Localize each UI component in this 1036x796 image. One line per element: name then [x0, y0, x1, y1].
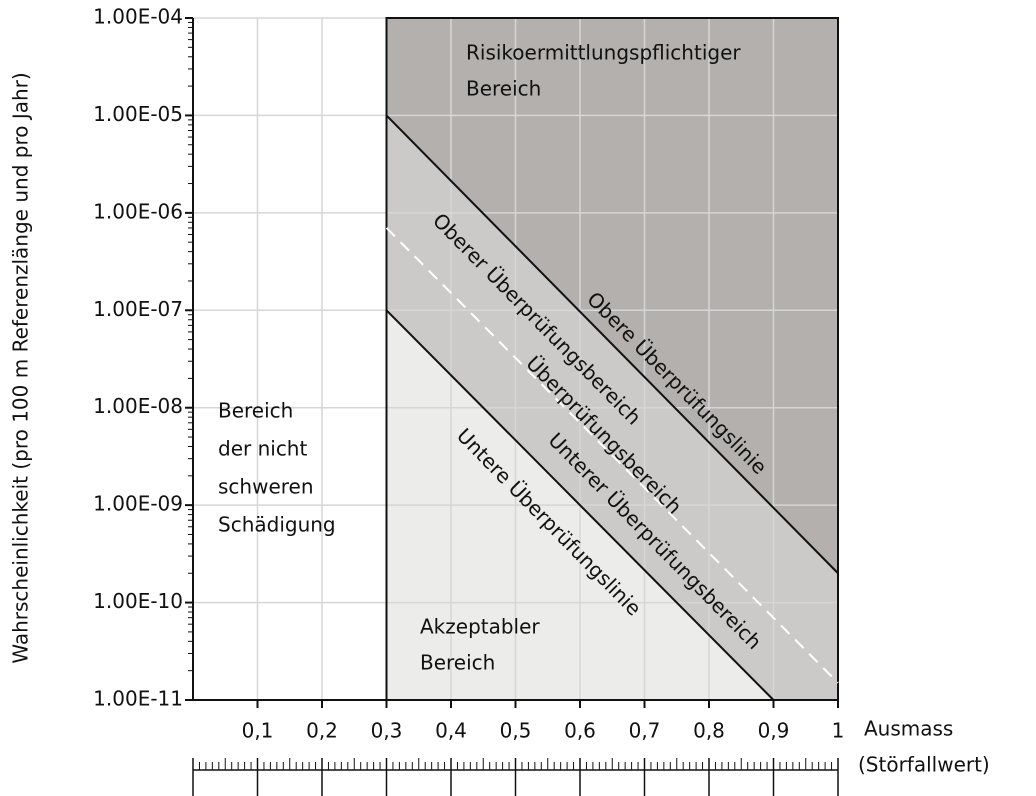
region-label: Risikoermittlungspflichtiger [466, 41, 741, 65]
x-tick-label: 0,7 [629, 719, 661, 743]
y-tick-label: 1.00E-05 [93, 102, 183, 126]
y-tick-label: 1.00E-07 [93, 297, 183, 321]
y-tick-label: 1.00E-10 [93, 589, 183, 613]
region-label: Akzeptabler [420, 615, 540, 639]
threshold-line [385, 309, 775, 701]
y-tick-label: 1.00E-09 [93, 492, 183, 516]
x-tick-label: 0,1 [242, 719, 274, 743]
x-tick-label: 0,4 [435, 719, 467, 743]
x-tick-label: 0,6 [564, 719, 596, 743]
x-tick-label: 1 [832, 719, 845, 743]
y-tick-label: 1.00E-04 [93, 5, 183, 29]
region-label: der nicht [218, 437, 307, 461]
x-tick-label: 0,3 [371, 719, 403, 743]
y-tick-label: 1.00E-06 [93, 199, 183, 223]
x-axis-label: (Störfallwert) [858, 753, 990, 777]
region-label: Schädigung [218, 513, 336, 537]
x-tick-label: 0,8 [693, 719, 725, 743]
x-axis-label: Ausmass [864, 717, 953, 741]
x-tick-label: 0,5 [500, 719, 532, 743]
y-tick-label: 1.00E-11 [93, 687, 183, 711]
threshold-line [385, 114, 839, 574]
region-upper [386, 18, 838, 574]
region-label: Bereich [466, 77, 541, 101]
region-label: Bereich [218, 399, 293, 423]
region-label: schweren [218, 475, 314, 499]
y-axis-label: Wahrscheinlichkeit (pro 100 m Referenzlä… [9, 72, 33, 663]
threshold-line [385, 227, 839, 684]
y-tick-label: 1.00E-08 [93, 394, 183, 418]
x-tick-label: 0,2 [306, 719, 338, 743]
region-label: Bereich [420, 651, 495, 675]
x-tick-label: 0,9 [758, 719, 790, 743]
